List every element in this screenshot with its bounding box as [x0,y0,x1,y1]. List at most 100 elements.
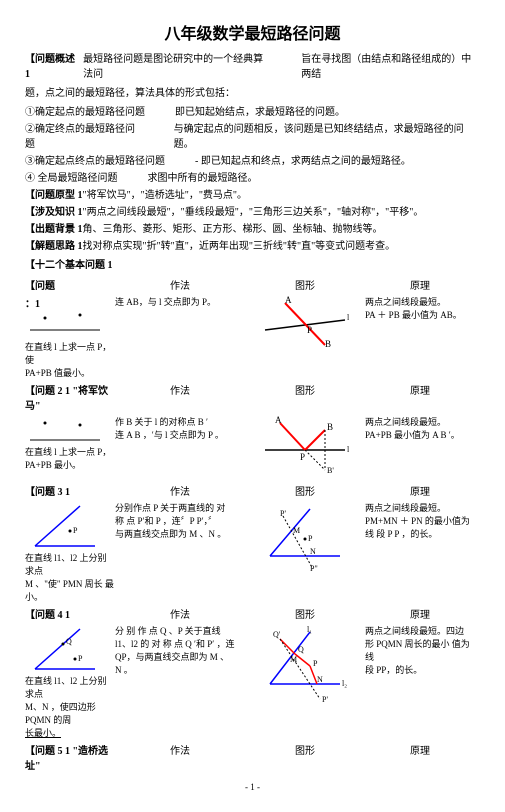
p4-desc1: 在直线 l1、l2 上分别求点 [25,674,115,700]
svg-text:P': P' [322,695,328,704]
p2-graph: A B P B' l [255,415,355,480]
svg-text:A: A [285,295,292,305]
p3-label: 【问题 3 1 [25,483,115,498]
p3-header: 【问题 3 1 作法 图形 原理 [25,483,480,498]
p4-graph: Q' Q P M N P' l₂ l₁ [255,624,355,704]
bg-text: 角、三角形、菱形、矩形、正方形、梯形、圆、坐标轴、抛物线等。 [83,222,383,237]
svg-text:Q: Q [66,637,72,646]
p3-sketch: P [25,501,105,551]
p2-m2: 连 A B ，′与 l 交点即为 P 。 [115,428,245,441]
svg-text:P: P [300,452,305,462]
overview: 【问题概述 1 最短路径问题是图论研究中的一个经典算法问 旨在寻找图（由结点和路… [25,52,480,82]
p3-desc1: 在直线 l1、l2 上分别求点 [25,551,115,577]
p2-label: 【问题 2 1 "将军饮马" [25,382,115,412]
p4-m3: QP，与两直线交点即为 M 、 [115,650,245,663]
p2-sketch [25,415,105,445]
background: 【出题背景 1角、三角形、菱形、矩形、正方形、梯形、圆、坐标轴、抛物线等。 [25,222,480,237]
p4-header: 【问题 4 1 作法 图形 原理 [25,606,480,621]
i2b: 与确定起点的问题相反，该问题是已知终结结点，求最短路径的问题。 [174,122,480,152]
svg-text:Q: Q [298,645,304,654]
svg-text:B': B' [327,466,334,475]
svg-text:N: N [317,675,323,684]
p2-desc2: PA+PB 最小。 [25,458,115,471]
svg-text:P: P [73,526,78,535]
p1-graph: A B P l [255,295,355,350]
svg-text:P: P [308,534,313,543]
knowledge: 【涉及知识 1"两点之间线段最短"，"垂线段最短"，"三角形三边关系"，"轴对称… [25,205,480,220]
p5-header: 【问题 5 1 "造桥选址" 作法 图形 原理 [25,742,480,772]
prototype: 【问题原型 1"将军饮马"，"造桥选址"，"费马点"。 [25,188,480,203]
think-text: 找对称点实现"折"转"直"，近两年出现"三折线"转"直"等变式问题考查。 [83,239,396,254]
i1b: 即已知起始结点，求最短路径的问题。 [175,105,345,120]
know-text: "两点之间线段最短"，"垂线段最短"，"三角形三边关系"，"轴对称"，"平移"。 [83,205,424,220]
svg-text:B: B [325,339,331,349]
item3: ③确定起点终点的最短路径问题 - 即已知起点和终点，求两结点之间的最短路径。 [25,154,480,169]
i3b: - 即已知起点和终点，求两结点之间的最短路径。 [195,154,411,169]
page-title: 八年级数学最短路径问题 [25,20,480,44]
twelve: 【十二个基本问题 1 [25,258,480,273]
p3-m1: 分别作点 P 关于两直线的 对 [115,501,245,514]
p4-label: 【问题 4 1 [25,606,115,621]
p3-m3: 与两直线交点即为 M 、N 。 [115,527,245,540]
h-method: 作法 [115,277,245,292]
svg-text:B: B [327,422,333,432]
h-problem: 【问题 [25,277,115,292]
i4: ④ 全局最短路径问题 [25,171,118,186]
h-principle2: 原理 [365,382,475,412]
problem-2: 在直线 l 上求一点 P， PA+PB 最小。 作 B 关于 l 的对称点 B … [25,415,480,480]
p5-label: 【问题 5 1 "造桥选址" [25,742,115,772]
svg-text:l₁: l₁ [307,625,312,634]
p1-desc1: 在直线 l 上求一点 P，使 [25,340,115,366]
h-principle: 原理 [365,277,475,292]
svg-text:l: l [347,313,350,322]
p2-header: 【问题 2 1 "将军饮马" 作法 图形 原理 [25,382,480,412]
p4-desc2: M、N ，使四边形 PQMN 的周 [25,700,115,726]
proto-text: "将军饮马"，"造桥选址"，"费马点"。 [83,188,248,203]
p1-sketch [25,310,105,340]
svg-text:N: N [310,547,316,556]
p2-pr2: PA+PB 最小值为 A B ′。 [365,428,475,441]
p3-graph: P P' P" M N [255,501,355,576]
h-principle3: 原理 [365,483,475,498]
svg-text:l: l [347,445,350,454]
overview-text2: 旨在寻找图（由结点和路径组成的）中两结 [301,52,480,82]
table-header: 【问题 作法 图形 原理 [25,277,480,292]
p2-m1: 作 B 关于 l 的对称点 B ′ [115,415,245,428]
p4-m2: l1、l2 的 对 称 点 Q ′和 P′ ，连 [115,637,245,650]
p3-pr1: 两点之间线段最短。 [365,501,475,514]
p2-desc1: 在直线 l 上求一点 P， [25,445,115,458]
p1-pr1: 两点之间线段最短。 [365,295,475,308]
p1-pr2: PA ＋ PB 最小值为 AB。 [365,308,475,321]
h-graph: 图形 [245,277,365,292]
p1-num: ：1 [25,295,115,310]
svg-text:P: P [313,659,318,668]
overview-text3: 题，点之间的最短路径，算法具体的形式包括： [25,86,480,101]
p2-pr1: 两点之间线段最短。 [365,415,475,428]
thinking: 【解题思路 1找对称点实现"折"转"直"，近两年出现"三折线"转"直"等变式问题… [25,239,480,254]
h-graph2: 图形 [245,382,365,412]
h-graph5: 图形 [245,742,365,772]
svg-text:Q': Q' [273,630,281,639]
p1-desc2: PA+PB 值最小。 [25,366,115,379]
svg-text:A: A [275,415,282,425]
proto-label: 【问题原型 1 [25,188,83,203]
bg-label: 【出题背景 1 [25,222,83,237]
p3-pr2: PM+MN ＋ PN 的最小值为 [365,514,475,527]
overview-label: 【问题概述 1 [25,52,79,82]
p4-m4: N 。 [115,663,245,676]
p4-desc3: 长最小。 [25,726,115,739]
h-graph3: 图形 [245,483,365,498]
i3: ③确定起点终点的最短路径问题 [25,154,165,169]
p1-method: 连 AB，与 l 交点即为 P。 [115,295,245,308]
svg-text:M: M [290,655,297,664]
h-graph4: 图形 [245,606,365,621]
problem-1: ：1 在直线 l 上求一点 P，使 PA+PB 值最小。 连 AB，与 l 交点… [25,295,480,379]
svg-text:l₂: l₂ [342,679,347,688]
i2: ②确定终点的最短路径问题 [25,122,144,152]
i1: ①确定起点的最短路径问题 [25,105,145,120]
think-label: 【解题思路 1 [25,239,83,254]
p4-m1: 分 别 作 点 Q 、P 关于直线 [115,624,245,637]
p4-pr2: 形 PQMN 周长的最小 值为线 [365,637,475,663]
p3-desc2: M 、"使" PMN 周长 最小。 [25,577,115,603]
problem-4: Q P 在直线 l1、l2 上分别求点 M、N ，使四边形 PQMN 的周 长最… [25,624,480,739]
